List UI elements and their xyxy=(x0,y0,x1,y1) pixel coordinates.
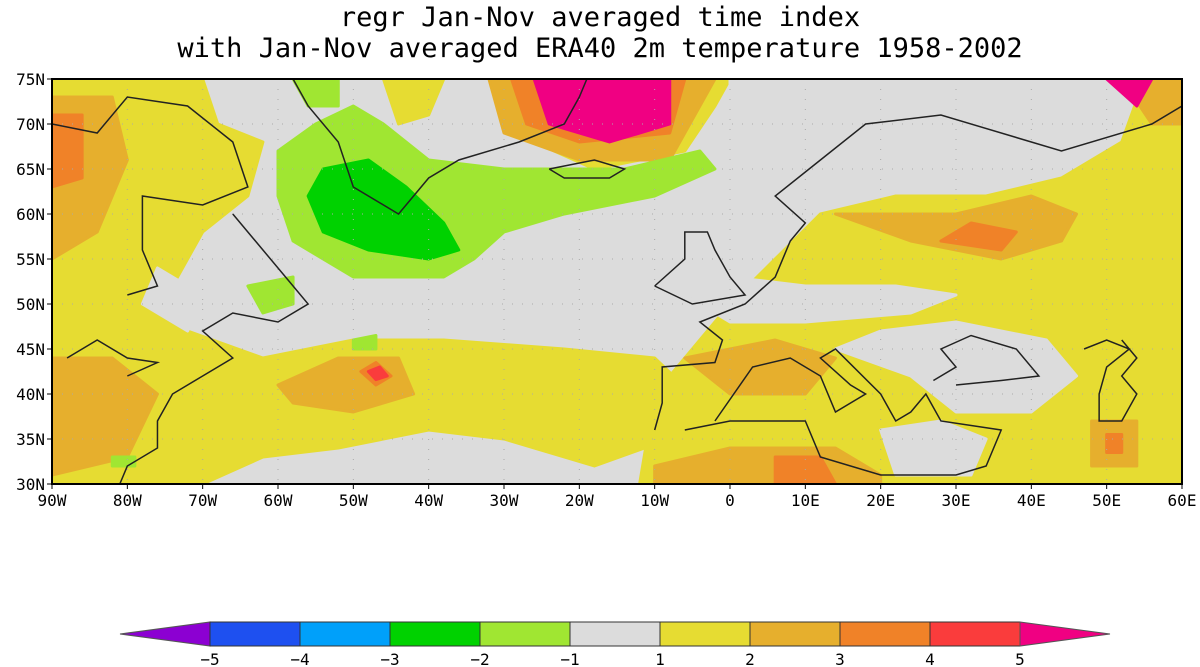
lat-tick-label: 40N xyxy=(16,385,45,404)
colorbar-label: −2 xyxy=(470,650,489,667)
colorbar-segment xyxy=(839,621,931,647)
colorbar-label: −4 xyxy=(290,650,309,667)
chart-title-line-2: with Jan-Nov averaged ERA40 2m temperatu… xyxy=(177,33,1023,64)
lon-tick-label: 30W xyxy=(490,491,519,510)
lon-tick-label: 0 xyxy=(725,491,735,510)
lon-tick-label: 20W xyxy=(565,491,594,510)
coastline xyxy=(119,213,310,484)
coastline xyxy=(52,96,249,296)
contour-region xyxy=(668,275,958,324)
colorbar-label: −3 xyxy=(380,650,399,667)
coastline xyxy=(653,105,1182,431)
lon-tick-label: 20E xyxy=(866,491,895,510)
contour-region xyxy=(110,455,137,468)
coastline xyxy=(548,159,627,179)
lon-tick-label: 50W xyxy=(339,491,368,510)
lon-tick-label: 50E xyxy=(1092,491,1121,510)
lon-tick-label: 40W xyxy=(414,491,443,510)
lon-tick-label: 70W xyxy=(188,491,217,510)
contour-region xyxy=(381,79,446,126)
contour-region xyxy=(939,221,1018,252)
contour-region xyxy=(140,266,205,333)
colorbar-segment xyxy=(209,621,301,647)
contour-region xyxy=(879,419,988,477)
contour-region xyxy=(532,79,672,144)
contour-region xyxy=(351,334,378,351)
colorbar-label: −1 xyxy=(560,650,579,667)
coastline xyxy=(933,334,1041,386)
lon-tick-label: 60E xyxy=(1168,491,1197,510)
colorbar-segment xyxy=(389,621,481,647)
colorbar-label: 3 xyxy=(835,650,845,667)
lat-tick-label: 70N xyxy=(16,115,45,134)
colorbar-label: 1 xyxy=(655,650,665,667)
lat-tick-label: 50N xyxy=(16,295,45,314)
contour-region xyxy=(1105,433,1124,454)
coastline xyxy=(654,231,747,305)
coastline xyxy=(1083,339,1138,422)
lat-tick-label: 35N xyxy=(16,430,45,449)
lon-tick-label: 90W xyxy=(38,491,67,510)
contour-region xyxy=(773,455,837,484)
contour-region xyxy=(1105,79,1154,108)
colorbar-label: −5 xyxy=(200,650,219,667)
lat-tick-label: 30N xyxy=(16,475,45,494)
coastline xyxy=(684,348,1003,476)
contour-region xyxy=(366,365,389,382)
colorbar: −5 −4 −3 −2 −1 1 2 3 4 5 xyxy=(119,621,1111,667)
lat-tick-label: 65N xyxy=(16,160,45,179)
colorbar-segment xyxy=(479,621,571,647)
colorbar-segment xyxy=(659,621,751,647)
lat-tick-label: 75N xyxy=(16,70,45,89)
contour-region xyxy=(52,113,84,189)
colorbar-segment xyxy=(929,621,1021,647)
map-frame xyxy=(51,78,1183,485)
lon-tick-label: 60W xyxy=(264,491,293,510)
colorbar-under-triangle xyxy=(119,621,211,647)
colorbar-over-triangle xyxy=(1019,621,1111,647)
chart-title-line-1: regr Jan-Nov averaged time index xyxy=(339,2,861,33)
lat-tick-label: 45N xyxy=(16,340,45,359)
lat-tick-label: 60N xyxy=(16,205,45,224)
lon-tick-label: 40E xyxy=(1017,491,1046,510)
lon-tick-label: 10W xyxy=(640,491,669,510)
colorbar-segment xyxy=(299,621,391,647)
lon-tick-label: 10E xyxy=(791,491,820,510)
colorbar-label: 5 xyxy=(1015,650,1025,667)
field-layer xyxy=(52,79,1182,484)
coastline xyxy=(292,79,588,215)
coastline xyxy=(66,339,161,377)
lon-tick-label: 30E xyxy=(942,491,971,510)
coastlines xyxy=(52,79,1182,484)
lat-tick-label: 55N xyxy=(16,250,45,269)
contour-region xyxy=(833,194,1079,261)
lon-tick-label: 80W xyxy=(113,491,142,510)
colorbar-label: 4 xyxy=(925,650,935,667)
contour-region xyxy=(52,356,159,477)
colorbar-segment xyxy=(569,621,661,647)
contour-region xyxy=(52,79,694,484)
contour-region xyxy=(728,79,1139,180)
colorbar-segment xyxy=(749,621,841,647)
axis-ticks: 30N 35N 40N 45N 50N 55N 60N 65N 70N 75N 90W 80W 70W 6… xyxy=(16,70,1196,510)
colorbar-label: 2 xyxy=(745,650,755,667)
